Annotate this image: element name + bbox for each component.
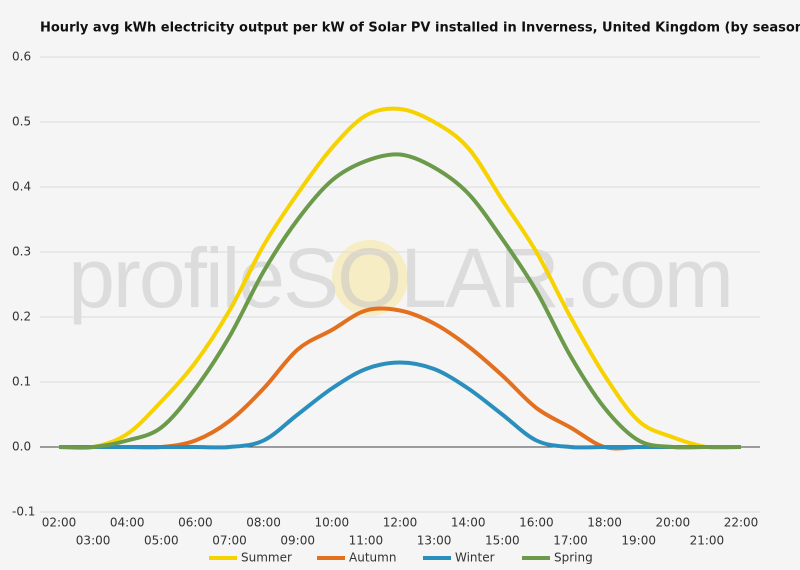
x-tick-label: 10:00 <box>315 516 350 530</box>
y-tick-label: 0.5 <box>12 115 31 129</box>
x-tick-label: 13:00 <box>417 534 452 548</box>
x-tick-label: 11:00 <box>349 534 384 548</box>
x-tick-label: 03:00 <box>76 534 111 548</box>
y-tick-label: -0.1 <box>12 505 35 519</box>
y-tick-label: 0.4 <box>12 180 31 194</box>
x-tick-label: 07:00 <box>212 534 247 548</box>
x-tick-label: 16:00 <box>519 516 554 530</box>
y-tick-label: 0.1 <box>12 375 31 389</box>
x-tick-label: 05:00 <box>144 534 179 548</box>
legend-label: Autumn <box>349 551 396 565</box>
x-tick-label: 22:00 <box>724 516 759 530</box>
x-tick-label: 06:00 <box>178 516 213 530</box>
series-line <box>59 360 741 450</box>
watermark-sun <box>332 240 408 316</box>
legend-label: Spring <box>554 551 593 565</box>
chart-title: Hourly avg kWh electricity output per kW… <box>40 21 800 36</box>
x-tick-label: 02:00 <box>42 516 77 530</box>
x-tick-label: 15:00 <box>485 534 520 548</box>
x-tick-label: 18:00 <box>587 516 622 530</box>
series-line <box>58 106 742 450</box>
x-tick-label: 19:00 <box>621 534 656 548</box>
y-tick-label: 0.2 <box>12 310 31 324</box>
y-tick-label: 0.6 <box>12 50 31 64</box>
legend-label: Summer <box>241 551 292 565</box>
x-tick-label: 21:00 <box>690 534 725 548</box>
x-tick-label: 17:00 <box>553 534 588 548</box>
x-tick-label: 09:00 <box>280 534 315 548</box>
legend-label: Winter <box>455 551 495 565</box>
x-tick-label: 08:00 <box>246 516 281 530</box>
x-tick-label: 04:00 <box>110 516 145 530</box>
x-tick-label: 20:00 <box>656 516 691 530</box>
series-line <box>58 152 741 450</box>
y-tick-label: 0.0 <box>12 440 31 454</box>
x-tick-label: 12:00 <box>383 516 418 530</box>
y-tick-label: 0.3 <box>12 245 31 259</box>
x-tick-label: 14:00 <box>451 516 486 530</box>
